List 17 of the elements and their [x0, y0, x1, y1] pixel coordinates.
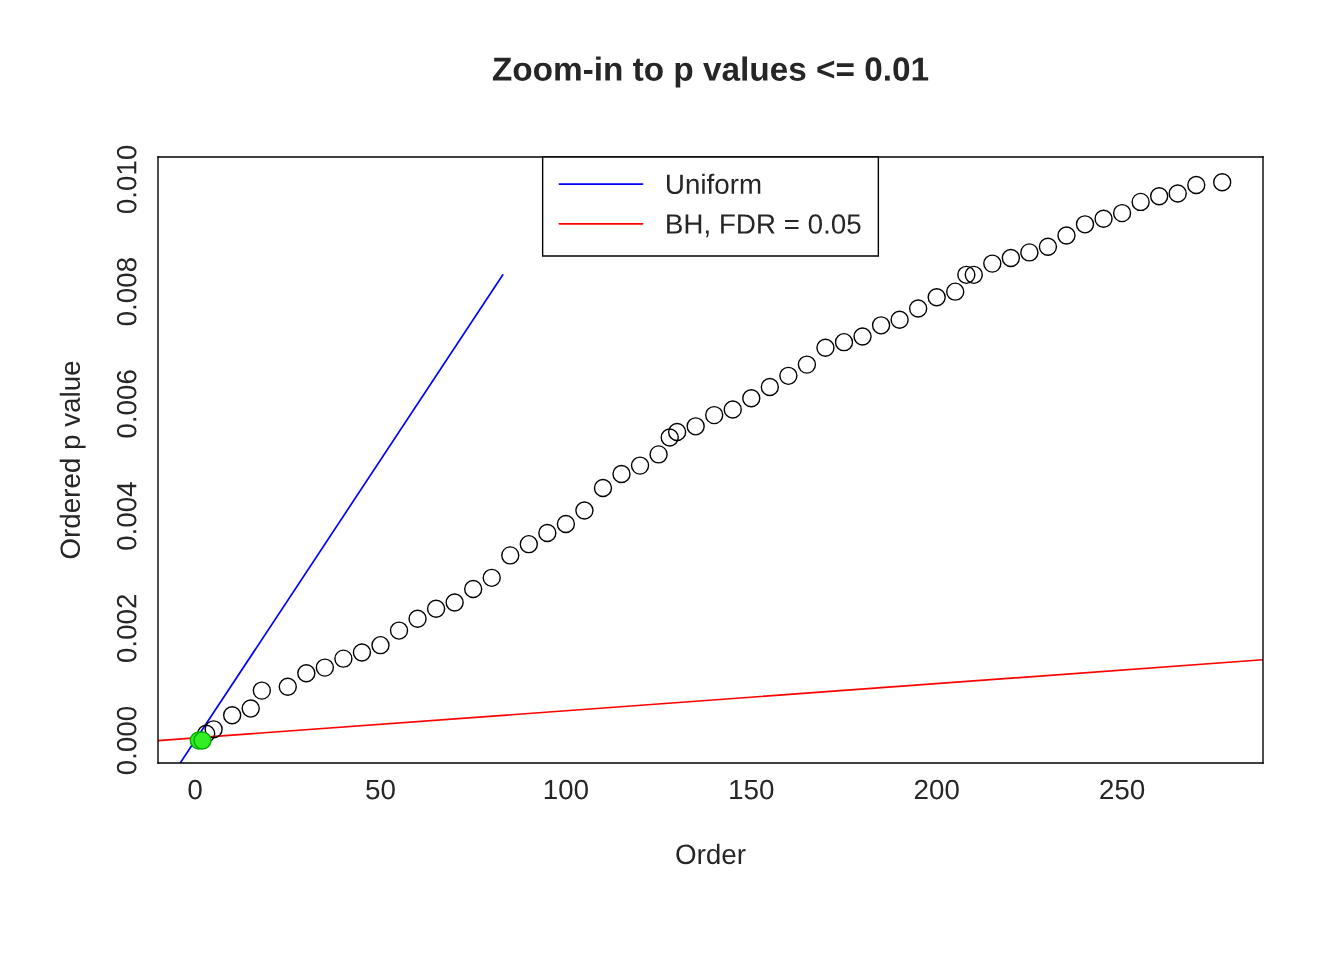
- y-tick-label: 0.006: [116, 370, 137, 438]
- chart-title: Zoom-in to p values <= 0.01: [492, 56, 929, 88]
- x-tick-label: 250: [1100, 779, 1145, 800]
- y-tick-label: 0.002: [116, 594, 137, 662]
- x-tick-label: 100: [544, 779, 588, 800]
- x-tick-label: 50: [366, 779, 395, 800]
- x-tick-label: 150: [730, 779, 774, 800]
- legend-label: BH, FDR = 0.05: [667, 214, 861, 238]
- y-tick-label: 0.008: [116, 258, 137, 326]
- y-tick-label: 0.010: [116, 145, 137, 214]
- x-tick-label: 200: [914, 779, 959, 800]
- x-axis-title: Order: [676, 843, 746, 865]
- legend-label: Uniform: [667, 173, 761, 195]
- y-tick-label: 0.000: [116, 706, 137, 775]
- y-tick-label: 0.004: [116, 482, 137, 550]
- x-tick-label: 0: [188, 779, 202, 800]
- y-axis-title: Ordered p value: [59, 361, 86, 559]
